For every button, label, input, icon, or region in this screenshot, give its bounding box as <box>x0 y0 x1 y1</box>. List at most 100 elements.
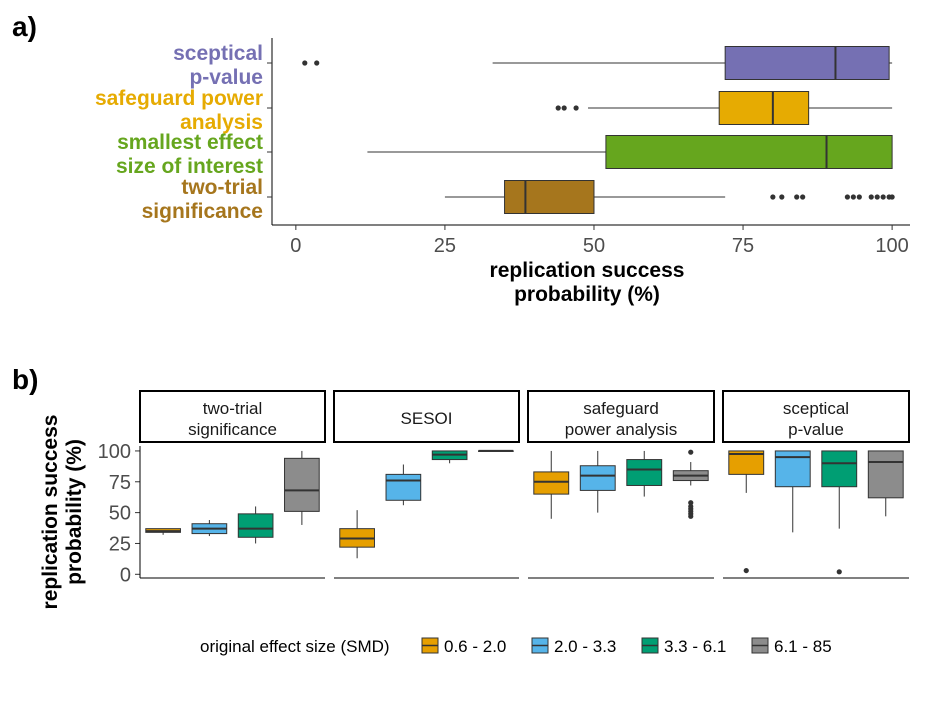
panel-a-box-2: smallest effect size of interest <box>116 131 893 178</box>
legend-item: 3.3 - 6.1 <box>641 637 726 656</box>
panel-b-box <box>672 449 709 519</box>
panel-b-facet-title-line: p-value <box>788 420 844 439</box>
panel-b-box-rect <box>533 471 570 495</box>
panel-a-box-0: sceptical p-value <box>173 42 893 89</box>
panel-b-facet-title-line: sceptical <box>783 399 849 418</box>
panel-b-box <box>431 450 468 464</box>
panel-b-box <box>821 450 858 575</box>
panel-a-outlier <box>573 105 579 111</box>
panel-b-facet-strip <box>333 390 520 443</box>
panel-b-facet-0: two-trial significance <box>139 390 326 579</box>
panel-b-facet-title-line: power analysis <box>565 420 677 439</box>
panel-a-category-label: sceptical p-value <box>173 42 263 89</box>
panel-b-box <box>626 450 663 497</box>
legend-item: 6.1 - 85 <box>751 637 832 656</box>
panel-b-facet-2: safeguard power analysis <box>527 390 715 579</box>
panel-b-box <box>145 528 181 535</box>
panel-b-facet-title-line: safeguard <box>583 399 659 418</box>
panel-a-outlier <box>889 194 895 200</box>
panel-b-box <box>284 450 320 525</box>
panel-a-outlier <box>314 60 320 66</box>
panel-b-y-tick-label: 0 <box>120 564 131 586</box>
panel-b-box <box>728 450 765 574</box>
panel-b-box <box>339 510 375 559</box>
panel-b-facet-strip <box>722 390 910 443</box>
panel-b-y-tick-label: 75 <box>109 472 131 494</box>
panel-b-label: b) <box>12 364 38 395</box>
panel-b-y-tick-label: 25 <box>109 533 131 555</box>
panel-b-outlier <box>688 449 694 455</box>
panel-b-box <box>774 450 811 533</box>
panel-a-x-tick-label: 50 <box>583 235 605 257</box>
panel-a-outlier <box>794 194 800 200</box>
panel-a-category-label-line: p-value <box>189 66 263 89</box>
panel-b-facet-title-line: two-trial <box>203 399 263 418</box>
panel-a-x-tick-label: 75 <box>732 235 754 257</box>
legend-item-label: 2.0 - 3.3 <box>554 637 616 656</box>
panel-b-box-rect <box>821 450 858 488</box>
panel-a-outlier <box>844 194 850 200</box>
panel-b-facet-title-line: SESOI <box>401 409 453 428</box>
panel-b-facet-title: sceptical p-value <box>783 399 849 439</box>
panel-a-outlier <box>555 105 561 111</box>
panel-a: a) 0 25 50 75 100 replication success probabili… <box>12 11 910 306</box>
panel-b-facet-1: SESOI <box>333 390 520 579</box>
panel-b-y-axis-label: replication successprobability (%) <box>39 415 86 610</box>
panel-b: b)replication successprobability (%) 0 25 5… <box>12 364 910 656</box>
panel-a-category-label: smallest effect size of interest <box>116 131 263 178</box>
panel-a-box-3: two-trial significance <box>142 176 895 223</box>
panel-b-y-tick-label: 50 <box>109 503 131 525</box>
panel-b-facet-title: safeguard power analysis <box>565 399 677 439</box>
panel-b-outlier <box>688 500 694 506</box>
panel-b-facet-title-line: significance <box>188 420 277 439</box>
panel-b-outlier <box>743 567 749 574</box>
panel-a-category-label-line: significance <box>142 200 263 223</box>
panel-b-box <box>191 520 228 537</box>
panel-a-label: a) <box>12 11 37 42</box>
panel-b-y-axis-label-line: replication success <box>39 415 62 610</box>
panel-a-x-axis-label-line: probability (%) <box>514 283 660 306</box>
panel-a-box-rect <box>605 135 893 169</box>
panel-a-outlier <box>850 194 856 200</box>
panel-b-box <box>478 449 514 452</box>
panel-b-facet-title: SESOI <box>401 409 453 428</box>
panel-a-category-label-line: two-trial <box>181 176 263 199</box>
panel-a-category-label: two-trial significance <box>142 176 263 223</box>
panel-a-outlier <box>868 194 874 200</box>
panel-a-category-label-line: sceptical <box>173 42 263 65</box>
panel-b-outlier <box>836 569 842 575</box>
panel-a-category-label-line: size of interest <box>116 155 263 178</box>
panel-a-outlier <box>561 105 567 111</box>
panel-a-box-rect <box>724 46 890 80</box>
panel-b-box <box>237 506 274 544</box>
panel-a-x-tick-label: 25 <box>434 235 456 257</box>
legend-item: 2.0 - 3.3 <box>531 637 616 656</box>
panel-b-box <box>579 450 616 513</box>
panel-a-outlier <box>874 194 880 200</box>
panel-a-category-label-line: smallest effect <box>117 131 263 154</box>
panel-b-y-axis-label-line: probability (%) <box>63 439 86 585</box>
panel-a-category-label-line: analysis <box>180 111 263 134</box>
panel-b-box-rect <box>579 465 616 491</box>
legend-item-label: 0.6 - 2.0 <box>444 637 506 656</box>
panel-b-box <box>533 450 570 519</box>
panel-a-box-rect <box>504 180 595 214</box>
panel-a-outlier <box>770 194 776 200</box>
panel-b-legend: original effect size (SMD) 0.6 - 2.0 2.0 -… <box>200 637 832 656</box>
panel-b-box-rect <box>284 457 320 512</box>
panel-b-box-rect <box>237 513 274 538</box>
panel-b-box-rect <box>385 473 422 501</box>
panel-b-box-rect <box>728 450 765 475</box>
legend-title: original effect size (SMD) <box>200 637 390 656</box>
panel-b-facet-3: sceptical p-value <box>722 390 910 579</box>
panel-a-outlier <box>856 194 862 200</box>
panel-a-x-tick-label: 100 <box>875 235 908 257</box>
panel-b-box <box>867 450 904 517</box>
panel-a-x-axis-label-line: replication success <box>490 259 685 282</box>
panel-a-category-label: safeguard power analysis <box>95 87 263 134</box>
legend-item-label: 6.1 - 85 <box>774 637 832 656</box>
panel-a-x-tick-label: 0 <box>290 235 301 257</box>
panel-b-box-rect <box>867 450 904 499</box>
panel-a-outlier <box>779 194 785 200</box>
panel-b-y-tick-label: 100 <box>98 441 131 463</box>
